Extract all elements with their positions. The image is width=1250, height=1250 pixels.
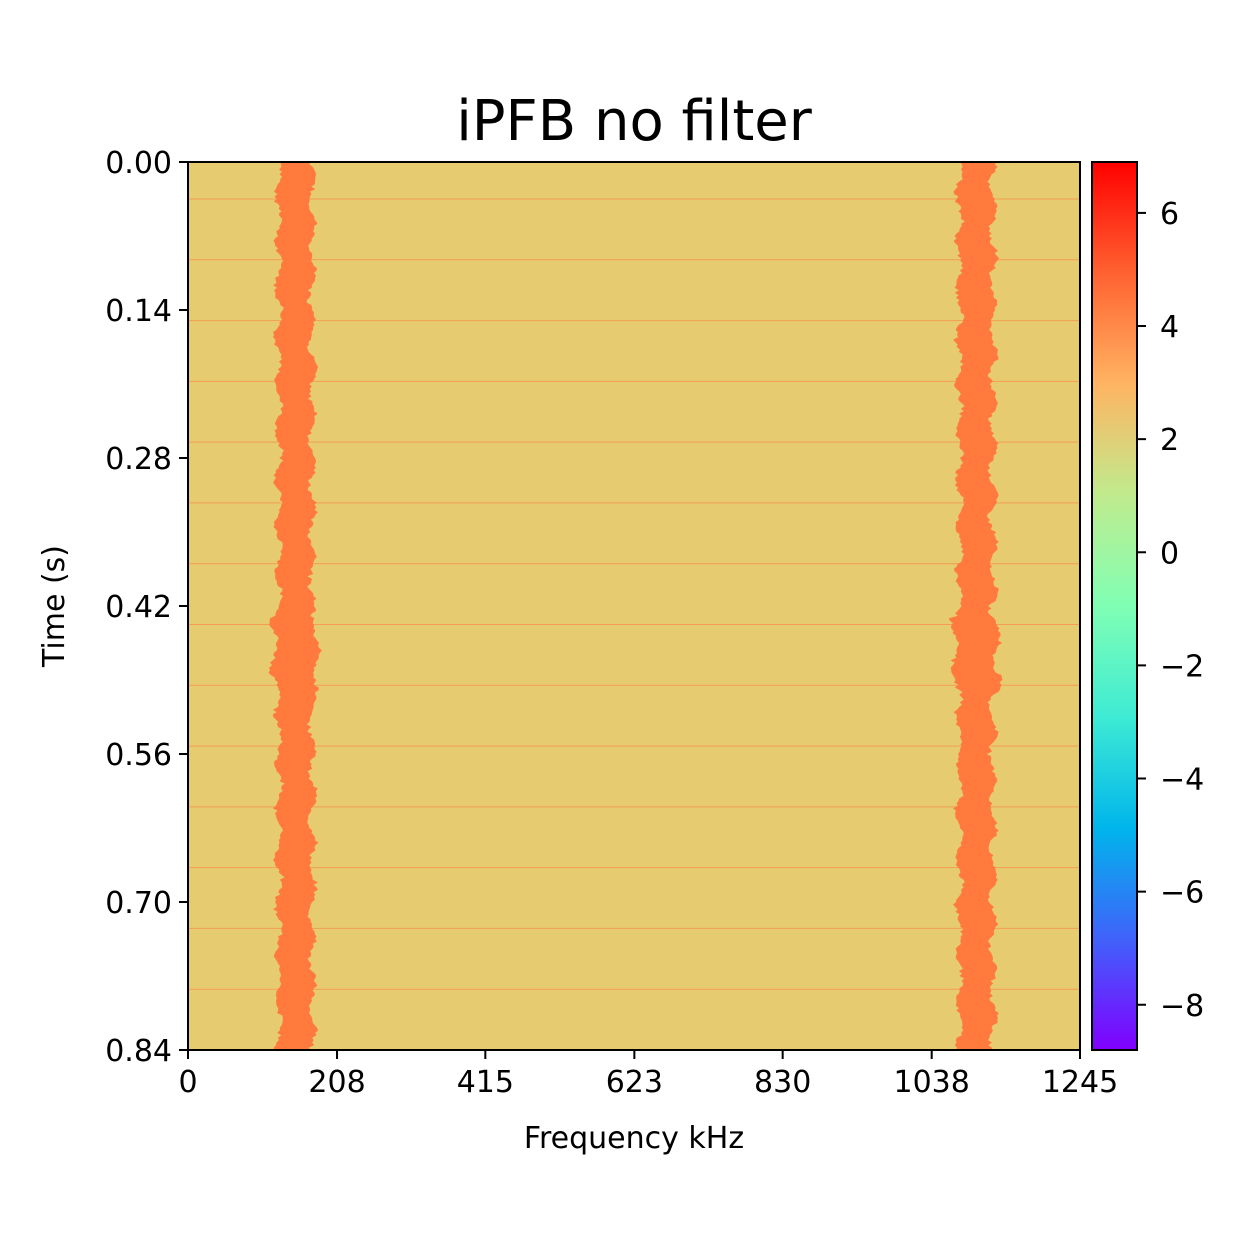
signal-lines: [268, 162, 1003, 1050]
x-tick-label: 623: [606, 1065, 663, 1100]
y-tick-label: 0.28: [105, 442, 172, 477]
x-axis: 0 208 415 623 830 1038 1245: [178, 1050, 1118, 1100]
y-tick-label: 0.14: [105, 294, 172, 329]
x-tick-label: 830: [754, 1065, 811, 1100]
colorbar-tick-label: −2: [1160, 649, 1204, 684]
x-tick-label: 1245: [1042, 1065, 1118, 1100]
y-tick-label: 0.84: [105, 1034, 172, 1069]
colorbar-tick-label: −8: [1160, 989, 1204, 1024]
heatmap-background: [188, 162, 1080, 1050]
horizontal-artifacts: [188, 198, 1080, 990]
y-tick-label: 0.70: [105, 886, 172, 921]
signal-band-2: [948, 162, 1003, 1050]
colorbar-tick-label: 6: [1160, 197, 1179, 232]
colorbar-tick-label: 0: [1160, 536, 1179, 571]
colorbar-tick-label: 2: [1160, 423, 1179, 458]
y-tick-label: 0.00: [105, 146, 172, 181]
x-tick-label: 415: [457, 1065, 514, 1100]
y-tick-label: 0.42: [105, 590, 172, 625]
y-axis: 0.00 0.14 0.28 0.42 0.56 0.70 0.84: [105, 146, 188, 1069]
y-tick-label: 0.56: [105, 738, 172, 773]
colorbar-tick-label: −6: [1160, 876, 1204, 911]
x-tick-label: 1038: [894, 1065, 970, 1100]
signal-band-1: [268, 162, 322, 1050]
y-axis-label: Time (s): [37, 545, 72, 668]
chart-title: iPFB no filter: [456, 89, 813, 154]
x-axis-label: Frequency kHz: [524, 1121, 744, 1156]
x-tick-label: 0: [178, 1065, 197, 1100]
colorbar-gradient: [1091, 161, 1138, 1051]
colorbar-tick-label: 4: [1160, 310, 1179, 345]
colorbar-ticks: 6 4 2 0 −2 −4 −6 −8: [1137, 197, 1204, 1024]
x-tick-label: 208: [308, 1065, 365, 1100]
plot-area: [188, 162, 1080, 1050]
colorbar-tick-label: −4: [1160, 763, 1204, 798]
colorbar: 6 4 2 0 −2 −4 −6 −8: [1091, 161, 1204, 1051]
